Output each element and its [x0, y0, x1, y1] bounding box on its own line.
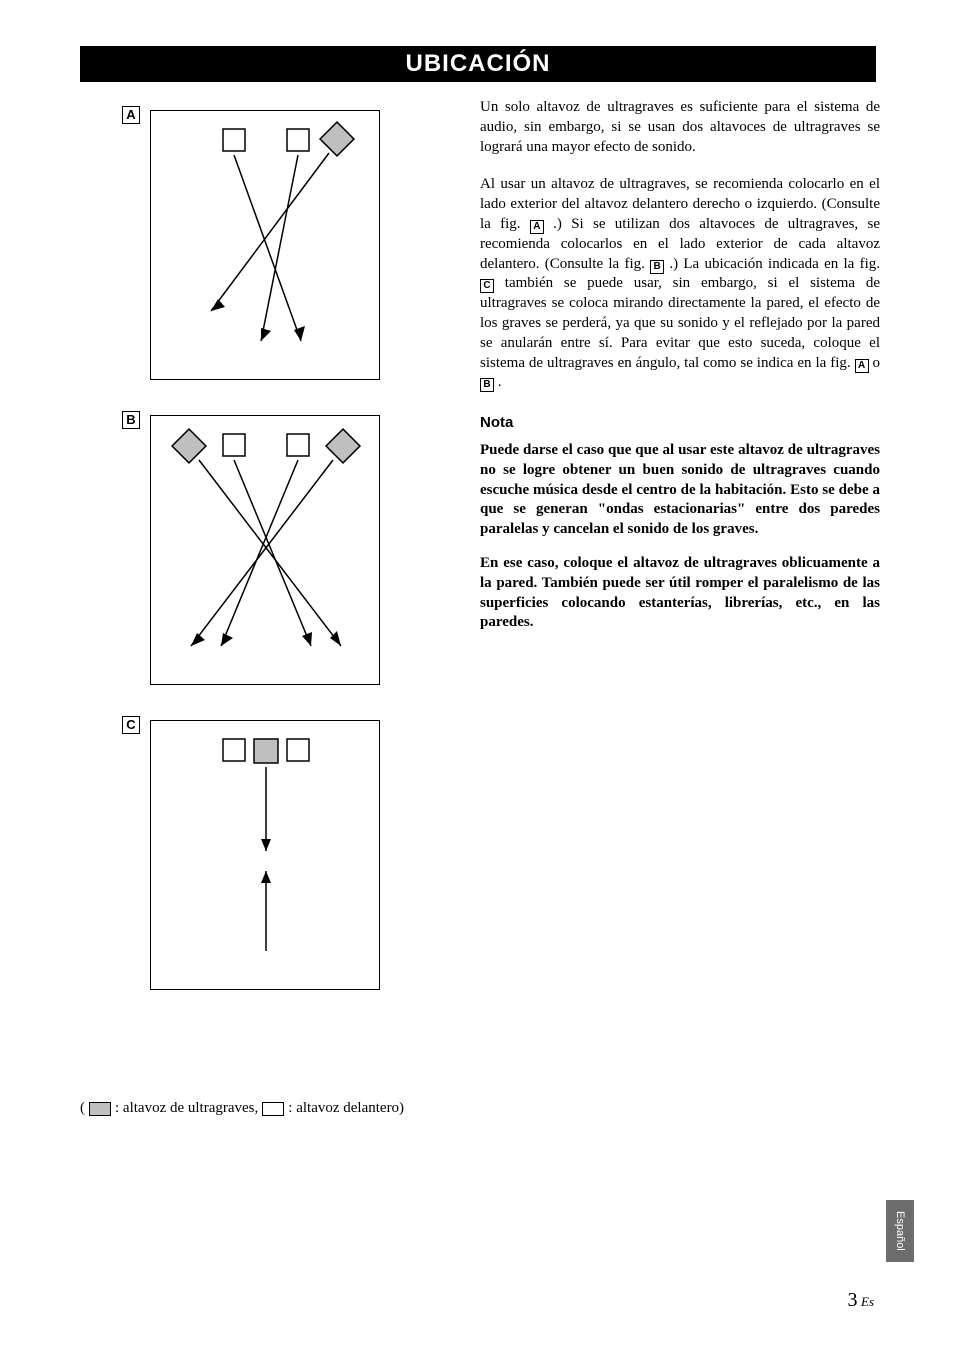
page-number-value: 3 [848, 1289, 858, 1311]
paragraph-2: Al usar un altavoz de ultragraves, se re… [480, 175, 880, 393]
fig-ref-b-icon: B [650, 260, 664, 274]
diagram-a: A [150, 110, 380, 385]
diagram-c: C [150, 720, 380, 995]
legend-open: ( [80, 1100, 85, 1117]
legend-front-swatch [262, 1102, 284, 1116]
nota-heading: Nota [480, 413, 880, 433]
diagram-b: B [150, 415, 380, 690]
diagrams-column: A B [150, 110, 380, 1025]
nota-paragraph-1: Puede darse el caso que que al usar este… [480, 441, 880, 540]
p2-t3: .) La ubicación indicada en la fig. [664, 256, 880, 272]
fig-ref-a-icon: A [530, 220, 544, 234]
page-number: 3 Es [848, 1289, 875, 1312]
legend-woofer-text: : altavoz de ultragraves, [115, 1100, 258, 1117]
language-tab: Español [886, 1200, 914, 1262]
legend-woofer-swatch [89, 1102, 111, 1116]
page-number-lang: Es [861, 1294, 874, 1309]
text-column: Un solo altavoz de ultragraves es sufici… [480, 98, 880, 647]
diagram-c-svg [150, 720, 380, 990]
diagram-b-svg [150, 415, 380, 685]
p2-t6: . [494, 374, 502, 390]
diagram-b-label: B [122, 411, 140, 429]
p2-t4: también se puede usar, sin embargo, si e… [480, 275, 880, 370]
nota-paragraph-2: En ese caso, coloque el altavoz de ultra… [480, 554, 880, 633]
diagram-a-svg [150, 110, 380, 380]
paragraph-1: Un solo altavoz de ultragraves es sufici… [480, 98, 880, 157]
fig-ref-c-icon: C [480, 279, 494, 293]
legend-front-text: : altavoz delantero) [288, 1100, 404, 1117]
section-title: UBICACIÓN [80, 46, 876, 82]
fig-ref-b2-icon: B [480, 378, 494, 392]
legend: ( : altavoz de ultragraves, : altavoz de… [80, 1100, 404, 1117]
diagram-c-label: C [122, 716, 140, 734]
diagram-a-label: A [122, 106, 140, 124]
p2-t5: o [869, 355, 880, 371]
fig-ref-a2-icon: A [855, 359, 869, 373]
